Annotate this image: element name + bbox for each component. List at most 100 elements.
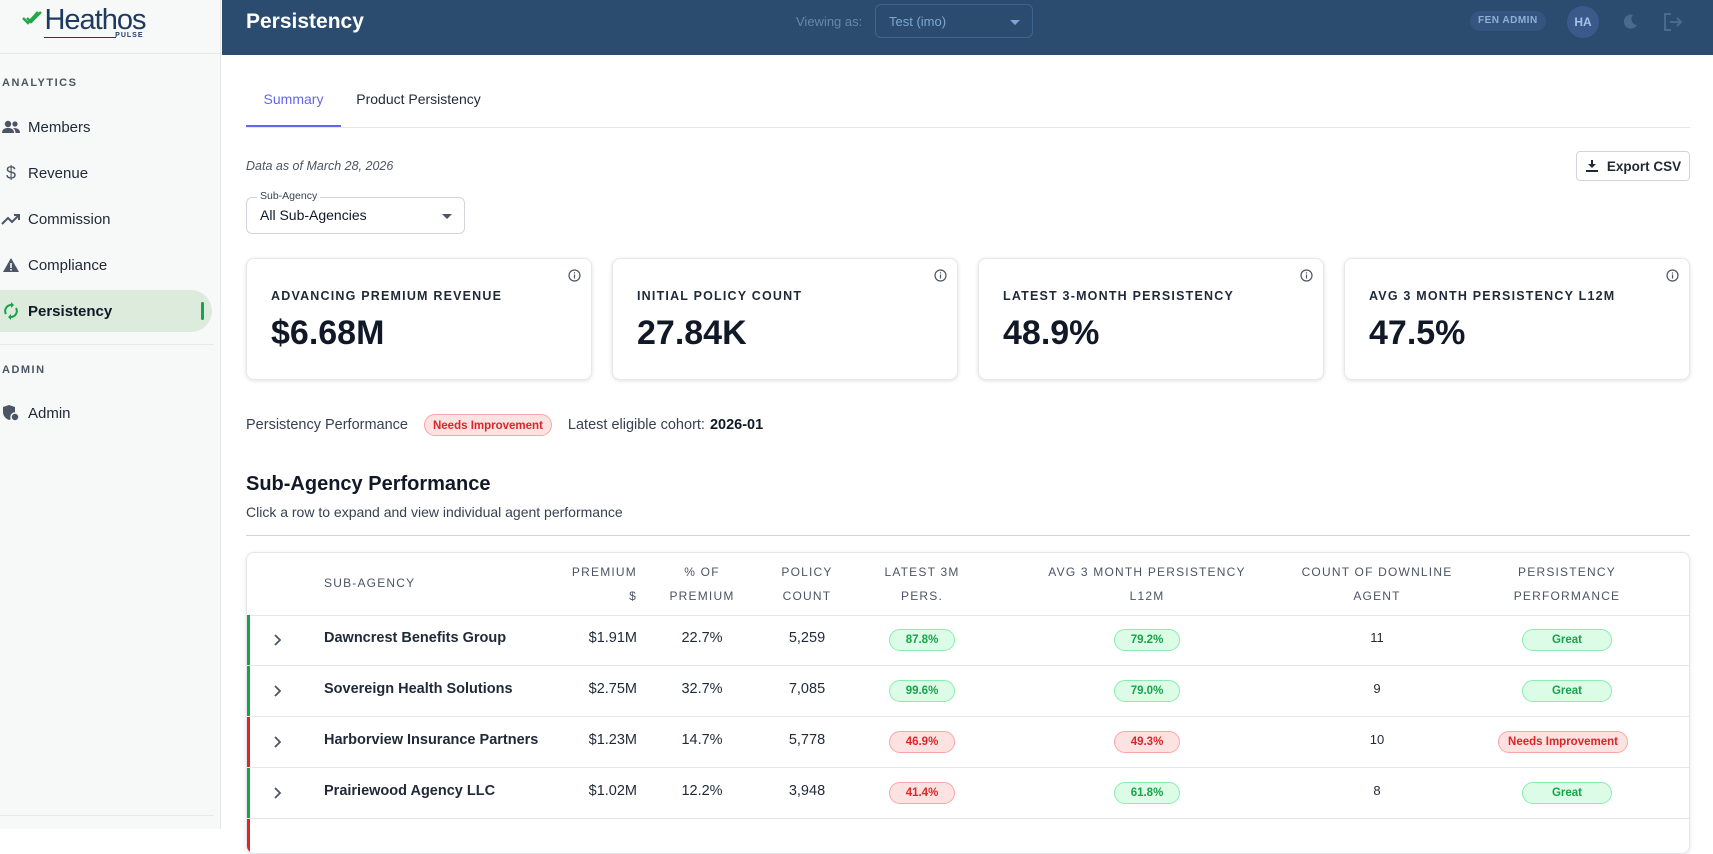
policy-count-cell: 3,948 (788, 783, 826, 799)
col-header-performance[interactable]: PERSISTENCY PERFORMANCE (1487, 560, 1647, 608)
table-row[interactable]: Sovereign Health Solutions $2.75M 32.7% … (247, 666, 1689, 717)
info-icon[interactable] (1300, 269, 1313, 282)
avg-3m-pill: 61.8% (1114, 782, 1180, 804)
table-row[interactable]: Harborview Insurance Partners $1.23M 14.… (247, 717, 1689, 768)
caret-down-icon (1010, 20, 1020, 25)
page-title: Persistency (246, 10, 364, 33)
table-row[interactable]: Prairiewood Agency LLC $1.02M 12.2% 3,94… (247, 768, 1689, 819)
sub-agency-label: Sub-Agency (257, 190, 321, 202)
col-header-line: L12M (1129, 589, 1165, 603)
export-csv-button[interactable]: Export CSV (1576, 151, 1690, 181)
col-header-avg-3m-l12m[interactable]: AVG 3 MONTH PERSISTENCY L12M (1037, 560, 1257, 608)
downline-cell: 8 (1373, 783, 1381, 798)
analytics-section-title: ANALYTICS (2, 77, 78, 89)
col-header-line: PREMIUM (571, 565, 637, 579)
premium-cell: $1.91M (588, 630, 637, 646)
sub-agency-table: SUB-AGENCY PREMIUM $ % OF PREMIUM POLICY… (246, 552, 1690, 854)
sidebar-item-admin[interactable]: Admin (0, 392, 212, 434)
col-header-latest-3m[interactable]: LATEST 3M PERS. (867, 560, 977, 608)
sidebar-item-commission[interactable]: Commission (0, 198, 212, 240)
sidebar-item-persistency[interactable]: Persistency (0, 290, 212, 332)
sub-agency-name: Sovereign Health Solutions (324, 681, 513, 697)
sidebar-item-label: Revenue (28, 164, 89, 182)
tab-product-persistency[interactable]: Product Persistency (356, 91, 481, 107)
data-as-of: Data as of March 28, 2026 (246, 159, 394, 173)
col-header-policy-count[interactable]: POLICY COUNT (767, 560, 847, 608)
premium-cell: $1.02M (588, 783, 637, 799)
dark-mode-icon[interactable] (1620, 12, 1640, 32)
sidebar-item-members[interactable]: Members (0, 106, 212, 148)
sidebar-item-revenue[interactable]: $ Revenue (0, 152, 212, 194)
chevron-right-icon[interactable] (273, 735, 283, 749)
sidebar-item-compliance[interactable]: Compliance (0, 244, 212, 286)
kpi-value: 48.9% (1003, 314, 1100, 352)
tab-summary[interactable]: Summary (246, 73, 341, 127)
avg-3m-pill: 79.2% (1114, 629, 1180, 651)
dollar-icon: $ (5, 162, 16, 183)
pct-premium-cell: 12.2% (681, 783, 723, 799)
pct-premium-cell: 22.7% (681, 630, 723, 646)
col-header-line: PERFORMANCE (1513, 589, 1621, 603)
kpi-value: 47.5% (1369, 314, 1466, 352)
download-icon (1585, 160, 1598, 172)
logout-icon[interactable] (1662, 12, 1684, 32)
kpi-card-avg-persistency: AVG 3 MONTH PERSISTENCY L12M 47.5% (1344, 258, 1690, 380)
row-status-edge (247, 768, 250, 818)
info-icon[interactable] (934, 269, 947, 282)
col-header-line: AGENT (1353, 589, 1401, 603)
kpi-label: LATEST 3-MONTH PERSISTENCY (1003, 289, 1234, 303)
downline-cell: 11 (1370, 630, 1384, 645)
warning-icon (3, 258, 19, 272)
col-header-downline[interactable]: COUNT OF DOWNLINE AGENT (1292, 560, 1462, 608)
viewing-as-select[interactable]: Test (imo) (875, 4, 1033, 38)
chevron-right-icon[interactable] (273, 684, 283, 698)
sub-agency-select[interactable]: Sub-Agency All Sub-Agencies (246, 190, 465, 234)
info-icon[interactable] (568, 269, 581, 282)
brand-sub: PULSE (115, 32, 144, 39)
table-row[interactable]: Dawncrest Benefits Group $1.91M 22.7% 5,… (247, 615, 1689, 666)
kpi-card-latest-persistency: LATEST 3-MONTH PERSISTENCY 48.9% (978, 258, 1324, 380)
sidebar-item-label: Members (28, 118, 91, 136)
row-status-edge (247, 615, 250, 665)
refresh-icon (4, 302, 18, 320)
main-content: Summary Product Persistency Data as of M… (222, 55, 1713, 854)
performance-pill: Great (1522, 782, 1612, 804)
caret-down-icon (442, 214, 452, 219)
policy-count-cell: 7,085 (788, 681, 826, 697)
sidebar-bottom-divider (0, 815, 214, 816)
col-header-line: COUNT OF DOWNLINE (1301, 565, 1453, 579)
tabs: Summary Product Persistency (246, 73, 1690, 128)
sidebar: Heathos PULSE ANALYTICS Members $ Revenu… (0, 0, 221, 829)
avatar[interactable]: HA (1567, 6, 1599, 38)
col-header-sub-agency[interactable]: SUB-AGENCY (324, 576, 416, 590)
col-header-pct-premium[interactable]: % OF PREMIUM (657, 560, 747, 608)
info-icon[interactable] (1666, 269, 1679, 282)
premium-cell: $1.23M (588, 732, 637, 748)
export-csv-label: Export CSV (1606, 158, 1682, 174)
section-subtitle: Click a row to expand and view individua… (246, 504, 623, 520)
col-header-line: LATEST 3M (884, 565, 960, 579)
table-header: SUB-AGENCY PREMIUM $ % OF PREMIUM POLICY… (247, 553, 1689, 616)
policy-count-cell: 5,259 (788, 630, 826, 646)
downline-cell: 10 (1369, 732, 1385, 747)
kpi-label: INITIAL POLICY COUNT (637, 289, 803, 303)
row-status-edge (247, 819, 250, 853)
logo[interactable]: Heathos PULSE (0, 0, 220, 54)
chevron-right-icon[interactable] (273, 633, 283, 647)
performance-pill: Great (1522, 629, 1612, 651)
cohort-label: Latest eligible cohort: (567, 417, 705, 433)
viewing-as-value: Test (imo) (889, 14, 947, 29)
persistency-performance-row: Persistency Performance Needs Improvemen… (246, 413, 763, 437)
kpi-value: $6.68M (271, 314, 385, 352)
sub-agency-name: Dawncrest Benefits Group (324, 630, 507, 646)
kpi-card-premium-revenue: ADVANCING PREMIUM REVENUE $6.68M (246, 258, 592, 380)
table-row[interactable] (247, 819, 1689, 853)
chevron-right-icon[interactable] (273, 786, 283, 800)
downline-cell: 9 (1373, 681, 1381, 696)
active-indicator (201, 302, 204, 320)
policy-count-cell: 5,778 (788, 732, 826, 748)
trending-up-icon (1, 214, 20, 225)
section-title: Sub-Agency Performance (246, 473, 491, 495)
col-header-line: PREMIUM (669, 589, 735, 603)
col-header-premium[interactable]: PREMIUM $ (547, 560, 637, 608)
